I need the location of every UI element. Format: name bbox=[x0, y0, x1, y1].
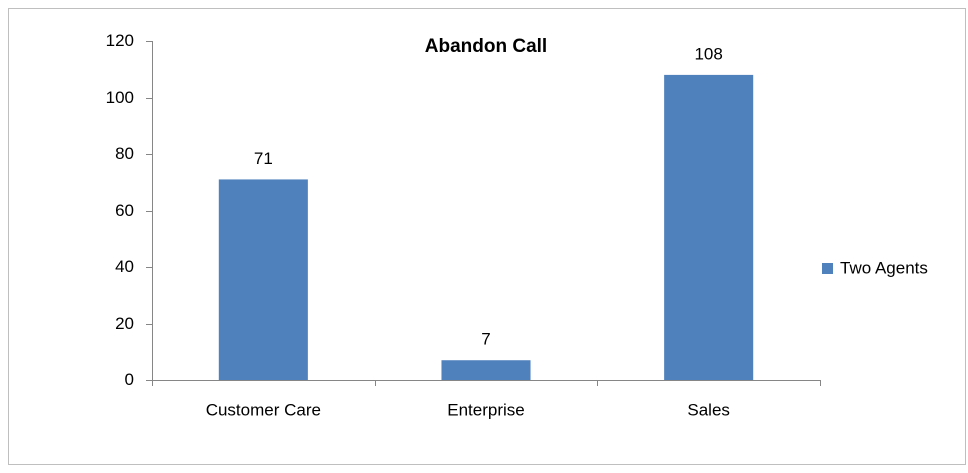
data-label: 71 bbox=[254, 149, 273, 168]
y-tick-label: 120 bbox=[106, 31, 134, 50]
x-tick-label: Sales bbox=[687, 400, 730, 419]
x-tick-label: Customer Care bbox=[206, 400, 321, 419]
y-tick-label: 20 bbox=[115, 314, 134, 333]
y-tick-label: 100 bbox=[106, 88, 134, 107]
chart-title: Abandon Call bbox=[425, 36, 547, 57]
legend-swatch bbox=[822, 263, 833, 274]
chart-border bbox=[8, 8, 966, 465]
bar bbox=[664, 74, 754, 381]
bar bbox=[218, 179, 308, 380]
y-tick-label: 0 bbox=[125, 370, 134, 389]
y-tick-label: 40 bbox=[115, 257, 134, 276]
x-tick-label: Enterprise bbox=[447, 400, 524, 419]
data-label: 108 bbox=[694, 44, 722, 63]
y-tick-label: 60 bbox=[115, 201, 134, 220]
bar bbox=[441, 360, 531, 380]
data-label: 7 bbox=[481, 330, 490, 349]
y-tick-label: 80 bbox=[115, 144, 134, 163]
legend-label: Two Agents bbox=[840, 258, 928, 277]
